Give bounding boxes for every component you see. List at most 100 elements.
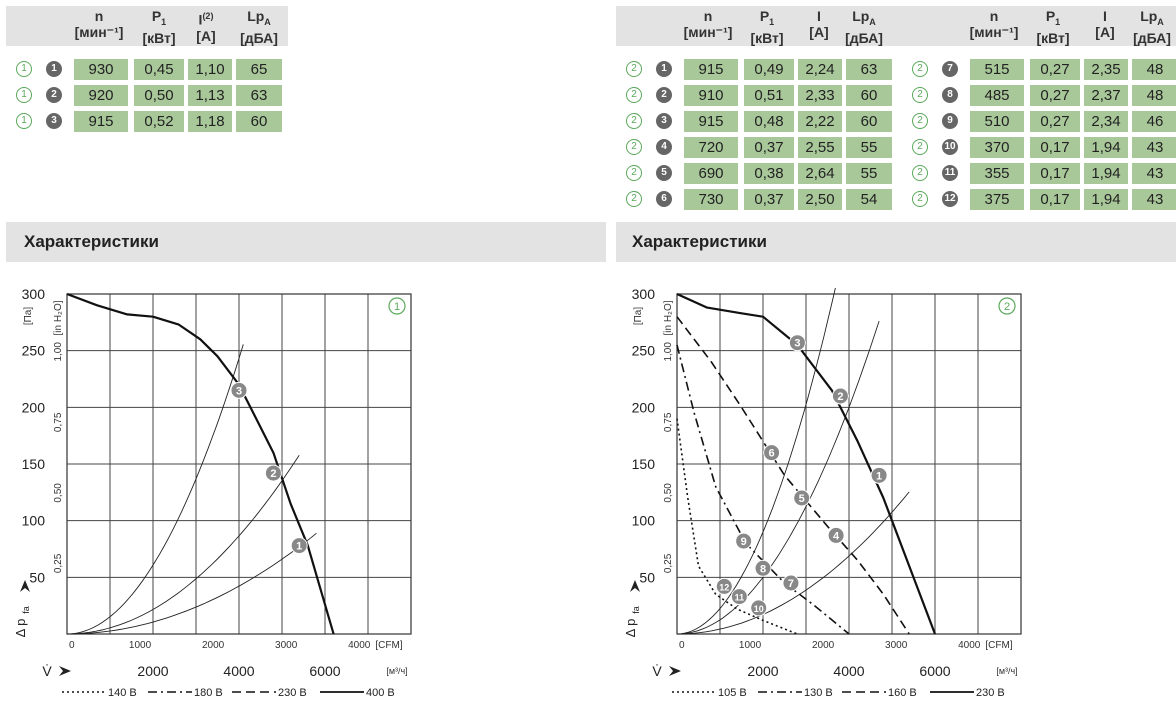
fan-curve — [66, 292, 335, 635]
table-row: 2 11 355 0,17 1,94 43 — [902, 163, 1176, 185]
value-p1: 0,17 — [1030, 137, 1080, 158]
value-i: 1,94 — [1084, 189, 1128, 210]
value-p1: 0,52 — [134, 111, 184, 132]
y-tick-label: 300 — [22, 288, 46, 302]
chart-background — [6, 288, 416, 708]
x-tick-label-cfm: 3000 — [275, 640, 298, 651]
operating-point-label: 1 — [296, 541, 302, 553]
value-lpa: 55 — [846, 163, 892, 184]
x-tick-label: 4000 — [223, 663, 254, 679]
value-i: 2,50 — [798, 189, 842, 210]
operating-point — [827, 526, 845, 544]
x-tick-label-cfm: 2000 — [202, 640, 225, 651]
operating-point — [754, 559, 772, 577]
left-table-header: n [мин⁻¹] P1 [кВт] I(2) [А] LpA [дБА] — [6, 6, 288, 46]
operating-point-label: 1 — [876, 470, 882, 482]
header-i-a: I [А] — [809, 8, 829, 40]
value-n: 915 — [74, 111, 128, 132]
legend-label: 230 В — [278, 687, 307, 699]
table-row: 2 9 510 0,27 2,34 46 — [902, 111, 1176, 133]
table-row: 2 4 720 0,37 2,55 55 — [616, 137, 906, 159]
operating-point-badge: 6 — [656, 191, 672, 207]
operating-point — [782, 574, 800, 592]
plot-frame — [66, 293, 412, 635]
header-lpa: LpA [дБА] — [240, 8, 278, 46]
curve-number-badge: 2 — [912, 165, 928, 181]
value-n: 930 — [74, 59, 128, 80]
operating-point-badge: 10 — [942, 139, 958, 155]
table-row: 2 1 915 0,49 2,24 63 — [616, 59, 906, 81]
curve-number-badge: 2 — [912, 113, 928, 129]
table-row: 2 5 690 0,38 2,64 55 — [616, 163, 906, 185]
operating-point-label: 10 — [754, 604, 764, 614]
x-axis-arrow — [669, 666, 681, 676]
value-lpa: 60 — [846, 111, 892, 132]
table-row: 2 8 485 0,27 2,37 48 — [902, 85, 1176, 107]
value-lpa: 60 — [236, 111, 282, 132]
value-lpa: 48 — [1132, 85, 1176, 106]
operating-point-badge: 3 — [46, 113, 62, 129]
value-lpa: 46 — [1132, 111, 1176, 132]
value-i: 1,94 — [1084, 137, 1128, 158]
x-unit-m3h: [м³/ч] — [386, 666, 407, 676]
x-tick-label-cfm: 1000 — [129, 640, 152, 651]
value-lpa: 63 — [236, 85, 282, 106]
y-tick-label-inh2o: 0,25 — [663, 553, 674, 573]
curve-number-badge: 1 — [16, 113, 32, 129]
chart-1: 50 100 150 200 250 300 0,25 0,50 0,75 1,00 [Па] [in… — [6, 288, 416, 708]
x-unit-cfm: [CFM] — [375, 640, 402, 651]
header-n: n [мин⁻¹] — [74, 8, 124, 40]
operating-point-badge: 11 — [942, 165, 958, 181]
y-tick-label-inh2o: 0,75 — [663, 412, 674, 432]
value-p1: 0,37 — [744, 189, 794, 210]
x-axis-label: V̇ — [652, 663, 662, 679]
operating-point-badge: 1 — [656, 61, 672, 77]
table-row: 2 6 730 0,37 2,50 54 — [616, 189, 906, 211]
y-axis-label-sub: fa — [21, 606, 31, 614]
header-n-b: n [мин⁻¹] — [969, 8, 1019, 40]
header-i-b: I [А] — [1095, 8, 1115, 40]
curve-number-badge: 2 — [626, 113, 642, 129]
curve-number-badge: 1 — [16, 87, 32, 103]
operating-point — [264, 464, 282, 482]
table-row: 2 7 515 0,27 2,35 48 — [902, 59, 1176, 81]
operating-point — [290, 537, 308, 555]
header-p1-a: P1 [кВт] — [750, 8, 784, 46]
legend-label: 160 В — [888, 687, 917, 699]
value-n: 720 — [684, 137, 738, 158]
value-i: 2,33 — [798, 85, 842, 106]
y-axis-label: Δ p — [13, 619, 28, 638]
value-p1: 0,37 — [744, 137, 794, 158]
header-p1-b: P1 [кВт] — [1036, 8, 1070, 46]
curve-number-badge: 2 — [626, 191, 642, 207]
y-tick-label: 250 — [632, 343, 656, 359]
fan-curve — [676, 418, 798, 635]
value-n: 485 — [970, 85, 1024, 106]
legend-label: 230 В — [976, 687, 1005, 699]
x-tick-label: 2000 — [747, 663, 778, 679]
y-tick-label-inh2o: 0,25 — [53, 553, 64, 573]
value-i: 1,94 — [1084, 163, 1128, 184]
operating-point-label: 2 — [270, 468, 276, 480]
header-p1: P1 [кВт] — [142, 8, 176, 46]
operating-point-badge: 5 — [656, 165, 672, 181]
x-tick-label-cfm: 0 — [69, 640, 75, 651]
table-row: 2 12 375 0,17 1,94 43 — [902, 189, 1176, 211]
y-axis-label: Δ p — [623, 619, 638, 638]
value-i: 2,34 — [1084, 111, 1128, 132]
value-lpa: 43 — [1132, 163, 1176, 184]
y-axis-arrow — [20, 580, 30, 592]
operating-point — [715, 577, 733, 595]
operating-point-label: 11 — [735, 593, 745, 603]
value-lpa: 43 — [1132, 137, 1176, 158]
legend-label: 105 В — [718, 687, 747, 699]
operating-point-badge: 9 — [942, 113, 958, 129]
operating-point-label: 3 — [794, 338, 800, 350]
curve-number-badge: 2 — [912, 87, 928, 103]
operating-point — [788, 334, 806, 352]
x-tick-label: 6000 — [919, 663, 950, 679]
operating-point-badge: 7 — [942, 61, 958, 77]
operating-point-label: 7 — [788, 578, 794, 590]
x-tick-label-cfm: 4000 — [958, 640, 981, 651]
x-unit-cfm: [CFM] — [985, 640, 1012, 651]
